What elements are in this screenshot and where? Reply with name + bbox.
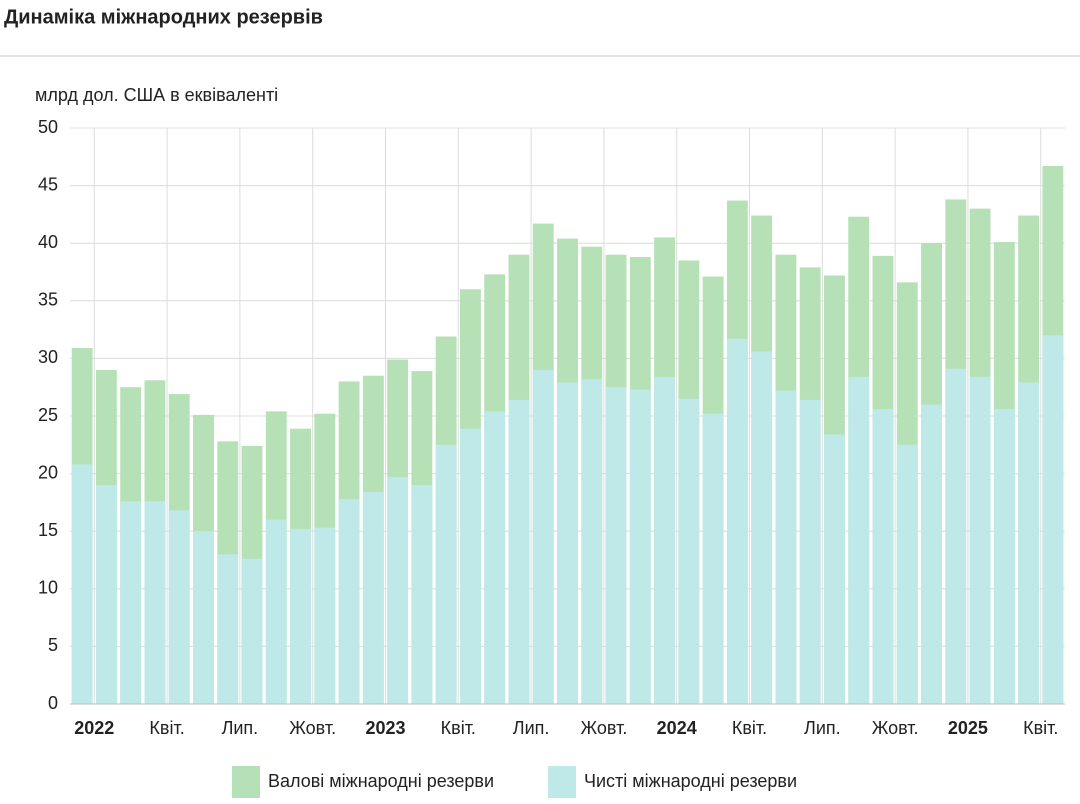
bar — [435, 444, 457, 704]
bar — [95, 485, 117, 704]
bar — [71, 464, 93, 704]
legend-label: Валові міжнародні резерви — [268, 771, 494, 791]
bar — [1018, 382, 1040, 704]
y-tick-label: 35 — [38, 290, 58, 310]
x-tick-label: 2022 — [74, 718, 114, 738]
bar — [945, 368, 967, 704]
x-tick-label: Лип. — [513, 718, 550, 738]
bar — [969, 376, 991, 704]
bar — [314, 527, 336, 704]
x-tick-label: Лип. — [804, 718, 841, 738]
bar — [387, 477, 409, 704]
bar — [362, 492, 384, 704]
bar — [338, 498, 360, 704]
bar — [629, 389, 651, 704]
x-tick-label: 2023 — [365, 718, 405, 738]
bar — [120, 501, 142, 704]
bar — [726, 338, 748, 704]
bar — [144, 501, 166, 704]
bar — [265, 519, 287, 704]
x-tick-label: Квіт. — [441, 718, 476, 738]
legend-swatch — [232, 766, 260, 798]
bar — [217, 554, 239, 704]
bar — [1042, 335, 1064, 704]
y-axis-label: млрд дол. США в еквіваленті — [35, 85, 278, 105]
y-tick-label: 30 — [38, 347, 58, 367]
bar — [848, 376, 870, 704]
bar — [411, 485, 433, 704]
x-tick-label: Лип. — [222, 718, 259, 738]
bar — [896, 444, 918, 704]
bar — [775, 390, 797, 704]
y-tick-label: 0 — [48, 693, 58, 713]
legend-swatch — [548, 766, 576, 798]
x-tick-label: 2024 — [657, 718, 697, 738]
y-tick-label: 10 — [38, 578, 58, 598]
bar — [921, 404, 942, 704]
bar — [459, 428, 481, 704]
bar — [290, 528, 311, 704]
bar — [508, 399, 530, 704]
bar — [702, 413, 724, 704]
bar — [484, 411, 506, 704]
y-tick-label: 45 — [38, 174, 58, 194]
x-tick-label: Жовт. — [580, 718, 627, 738]
bar — [532, 369, 554, 704]
bar — [241, 558, 263, 704]
chart-title: Динаміка міжнародних резервів — [4, 6, 323, 28]
y-tick-label: 15 — [38, 520, 58, 540]
bar — [168, 510, 190, 704]
bar — [193, 531, 214, 704]
y-tick-label: 25 — [38, 405, 58, 425]
bar — [654, 376, 676, 704]
x-tick-label: Жовт. — [872, 718, 919, 738]
bar — [993, 409, 1015, 704]
legend-label: Чисті міжнародні резерви — [584, 771, 797, 791]
bar — [605, 387, 627, 704]
bar — [872, 409, 894, 704]
x-tick-label: Квіт. — [732, 718, 767, 738]
bar — [678, 398, 700, 704]
bar — [557, 382, 578, 704]
bar — [581, 379, 603, 704]
bar — [751, 351, 773, 704]
x-tick-label: Квіт. — [1023, 718, 1058, 738]
x-tick-label: Жовт. — [289, 718, 336, 738]
bar — [799, 399, 821, 704]
y-tick-label: 5 — [48, 635, 58, 655]
y-tick-label: 50 — [38, 117, 58, 137]
y-tick-label: 40 — [38, 232, 58, 252]
y-tick-label: 20 — [38, 462, 58, 482]
x-tick-label: 2025 — [948, 718, 988, 738]
bar — [824, 434, 845, 704]
x-tick-label: Квіт. — [149, 718, 184, 738]
